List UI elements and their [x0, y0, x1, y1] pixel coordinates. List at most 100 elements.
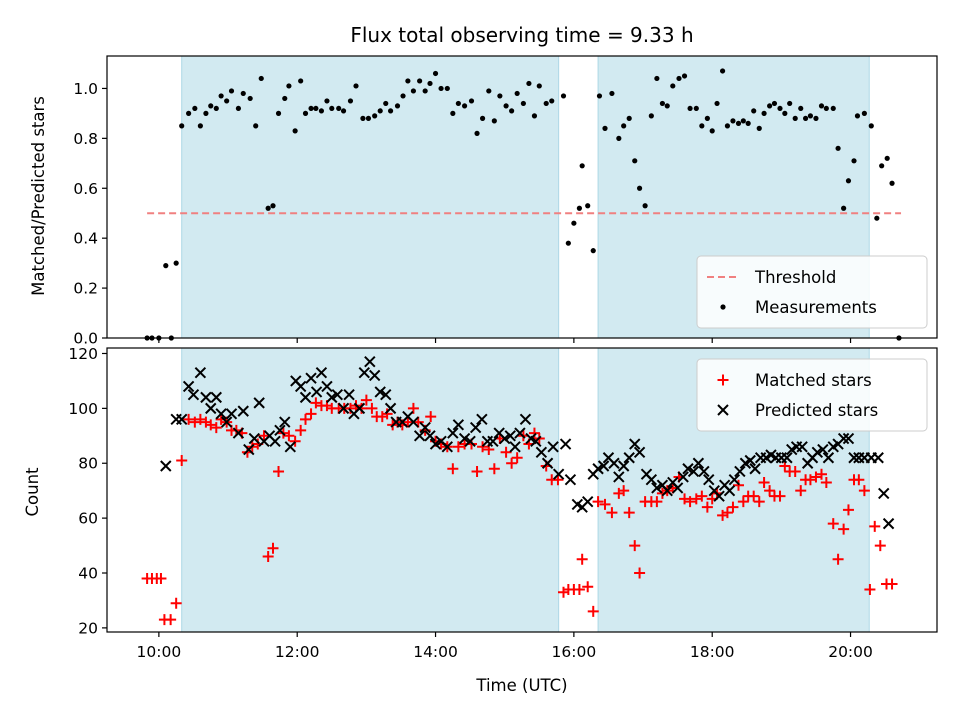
- measurement-point: [365, 115, 372, 121]
- measurement-point: [192, 105, 198, 112]
- measurement-point: [761, 110, 767, 116]
- measurement-point: [427, 80, 433, 87]
- measurement-point: [400, 93, 406, 99]
- predicted-star-point: [633, 446, 646, 458]
- predicted-star-point: [613, 471, 625, 483]
- measurement-point: [724, 123, 731, 129]
- predicted-star-point: [661, 484, 673, 497]
- matched-star-point: [886, 578, 898, 590]
- predicted-star-point: [687, 465, 700, 478]
- predicted-star-point: [248, 432, 261, 445]
- observing-interval-shade: [181, 347, 560, 633]
- predicted-star-point: [447, 427, 459, 439]
- measurement-point: [571, 220, 577, 226]
- matched-star-point: [205, 419, 217, 431]
- matched-star-point: [573, 583, 585, 595]
- matched-star-point: [764, 485, 776, 497]
- measurement-point: [787, 100, 793, 107]
- matched-star-point: [360, 394, 372, 406]
- measurement-point: [835, 145, 841, 151]
- measurement-point: [438, 85, 444, 92]
- measurement-point: [681, 73, 688, 79]
- predicted-star-point: [629, 438, 641, 450]
- predicted-star-point: [582, 495, 594, 508]
- predicted-star-point: [749, 463, 761, 475]
- matched-star-point: [471, 465, 483, 477]
- measurement-point: [602, 125, 608, 131]
- measurement-point: [444, 85, 450, 92]
- measurement-point: [576, 205, 583, 211]
- predicted-star-point: [734, 465, 746, 478]
- predicted-star-point: [284, 441, 296, 453]
- legend-box: [696, 255, 928, 329]
- x-tick-label: 14:00: [413, 643, 458, 661]
- measurement-point: [851, 158, 857, 164]
- matched-star-point: [634, 567, 646, 579]
- matched-star-point: [194, 413, 206, 425]
- matched-star-point: [864, 583, 876, 595]
- predicted-star-point: [703, 474, 715, 486]
- predicted-star-point: [253, 397, 265, 409]
- measurement-point: [756, 125, 762, 131]
- measurement-point: [782, 110, 788, 116]
- observing-interval-shade: [181, 55, 560, 339]
- measurement-point: [479, 115, 486, 121]
- measurement-point: [240, 90, 246, 97]
- predicted-star-point: [822, 452, 835, 464]
- predicted-star-point: [237, 405, 249, 417]
- predicted-star-point: [842, 432, 855, 445]
- matched-star-point: [587, 605, 599, 617]
- x-tick-label: 20:00: [828, 643, 873, 661]
- measurement-point: [854, 113, 861, 119]
- predicted-star-point: [837, 432, 850, 445]
- measurement-point: [313, 105, 319, 112]
- top-panel: 0.0 0.2 0.4 0.6 0.8 1.0 Threshold Measurements: [73, 55, 938, 348]
- measurement-point: [491, 118, 497, 124]
- y-tick-label: 80: [78, 455, 98, 473]
- measurement-point: [383, 100, 389, 107]
- measurement-point: [745, 120, 751, 126]
- predicted-star-point: [321, 380, 333, 393]
- predicted-star-point: [187, 388, 200, 401]
- measurement-point: [468, 98, 475, 104]
- predicted-star-point: [215, 408, 227, 420]
- matched-star-point: [606, 507, 618, 519]
- predicted-star-point: [364, 356, 376, 368]
- measurement-point: [751, 108, 757, 114]
- measurement-point: [455, 100, 461, 107]
- measurement-point: [735, 120, 742, 126]
- bottom-y-axis-label: Count: [23, 467, 42, 517]
- matched-star-point: [748, 490, 760, 502]
- matched-star-point: [842, 504, 854, 516]
- measurement-point: [486, 88, 492, 94]
- matched-star-point: [452, 441, 464, 453]
- measurement-point: [224, 98, 230, 104]
- predicted-star-point: [608, 457, 620, 469]
- matched-star-point: [804, 474, 816, 486]
- matched-star-point: [690, 493, 702, 505]
- measurement-point: [632, 158, 638, 164]
- predicted-star-point: [547, 441, 559, 453]
- predicted-star-point: [358, 366, 371, 379]
- predicted-star-point: [723, 484, 736, 497]
- measurement-point: [347, 98, 354, 104]
- matched-star-point: [727, 501, 739, 513]
- matched-star-point: [737, 496, 749, 508]
- matched-star-point: [402, 416, 414, 428]
- predicted-star-point: [305, 372, 317, 384]
- measurement-point: [560, 93, 567, 99]
- matched-star-point: [774, 490, 786, 502]
- legend-swatch: [720, 304, 726, 310]
- measurement-point: [282, 95, 288, 102]
- matched-star-point: [832, 553, 844, 565]
- measurement-point: [353, 83, 359, 89]
- predicted-star-point: [552, 468, 565, 480]
- predicted-star-point: [713, 490, 725, 502]
- matched-star-point: [528, 427, 540, 439]
- predicted-star-point: [232, 427, 245, 439]
- measurement-point: [405, 78, 411, 84]
- matched-star-point: [853, 474, 865, 486]
- measurement-point: [585, 203, 591, 209]
- matched-star-point: [155, 572, 167, 584]
- measurement-point: [318, 108, 325, 114]
